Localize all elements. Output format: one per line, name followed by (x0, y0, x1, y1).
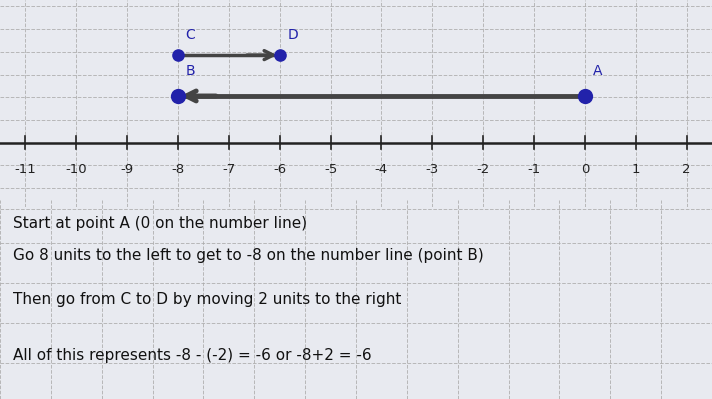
Text: C: C (186, 28, 195, 42)
Text: -11: -11 (14, 164, 36, 176)
Text: -6: -6 (273, 164, 286, 176)
Text: -7: -7 (222, 164, 236, 176)
Text: 0: 0 (581, 164, 589, 176)
Text: Then go from C to D by moving 2 units to the right: Then go from C to D by moving 2 units to… (13, 292, 401, 307)
Text: Start at point A (0 on the number line): Start at point A (0 on the number line) (13, 216, 307, 231)
Point (579, 93, 590, 99)
Text: All of this represents -8 - (-2) = -6 or -8+2 = -6: All of this represents -8 - (-2) = -6 or… (13, 348, 372, 363)
Text: -3: -3 (426, 164, 439, 176)
Text: -2: -2 (476, 164, 490, 176)
Text: -9: -9 (120, 164, 134, 176)
Text: A: A (592, 64, 602, 78)
Text: 1: 1 (632, 164, 640, 176)
Text: -5: -5 (324, 164, 337, 176)
Point (172, 52, 184, 58)
Text: -10: -10 (66, 164, 87, 176)
Text: -8: -8 (172, 164, 184, 176)
Text: 2: 2 (682, 164, 691, 176)
Point (274, 52, 286, 58)
Point (172, 93, 184, 99)
Text: -4: -4 (375, 164, 388, 176)
Text: -1: -1 (528, 164, 540, 176)
Text: Go 8 units to the left to get to -8 on the number line (point B): Go 8 units to the left to get to -8 on t… (13, 248, 483, 263)
Text: B: B (186, 64, 195, 78)
Text: D: D (288, 28, 298, 42)
